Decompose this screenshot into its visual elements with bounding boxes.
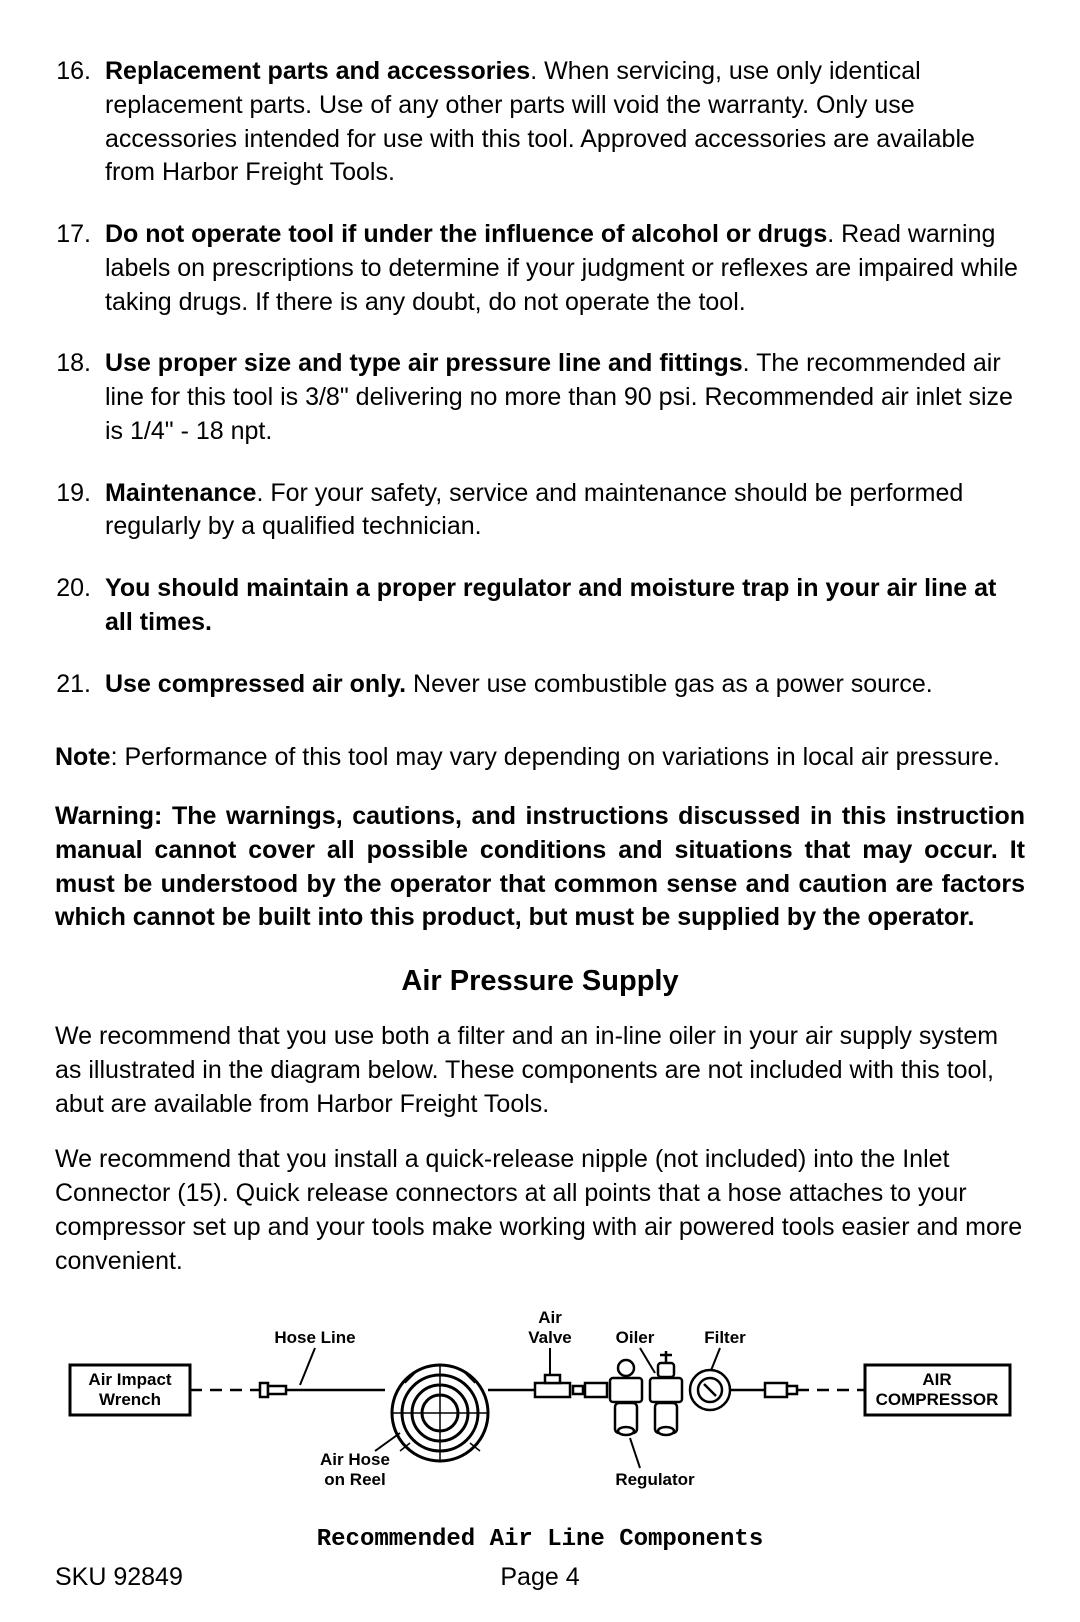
diagram-caption: Recommended Air Line Components [55, 1526, 1025, 1553]
list-content: Maintenance. For your safety, service an… [105, 477, 1025, 545]
list-item-21: 21. Use compressed air only. Never use c… [55, 668, 1025, 702]
list-number: 17. [55, 218, 105, 319]
list-number: 16. [55, 55, 105, 190]
list-item-16: 16. Replacement parts and accessories. W… [55, 55, 1025, 190]
list-number: 20. [55, 572, 105, 640]
label-wrench: Wrench [99, 1390, 161, 1409]
body-paragraph-1: We recommend that you use both a filter … [55, 1020, 1025, 1121]
list-number: 19. [55, 477, 105, 545]
list-item-17: 17. Do not operate tool if under the inf… [55, 218, 1025, 319]
body-paragraph-2: We recommend that you install a quick-re… [55, 1143, 1025, 1278]
label-on-reel: on Reel [324, 1470, 385, 1489]
label-air-compressor-1: AIR [922, 1370, 951, 1389]
label-air: Air [538, 1308, 562, 1327]
section-heading: Air Pressure Supply [55, 965, 1025, 998]
label-valve: Valve [528, 1328, 572, 1347]
label-air-impact: Air Impact [88, 1370, 171, 1389]
label-hose-line: Hose Line [274, 1328, 355, 1347]
list-content: Replacement parts and accessories. When … [105, 55, 1025, 190]
list-bold: Maintenance [105, 479, 256, 507]
list-item-18: 18. Use proper size and type air pressur… [55, 347, 1025, 448]
list-content: Use compressed air only. Never use combu… [105, 668, 1025, 702]
footer-spacer [702, 1563, 1025, 1592]
label-air-compressor-2: COMPRESSOR [876, 1390, 999, 1409]
label-regulator: Regulator [615, 1470, 695, 1489]
list-bold: Replacement parts and accessories [105, 57, 530, 85]
label-oiler: Oiler [616, 1328, 655, 1347]
list-content: Do not operate tool if under the influen… [105, 218, 1025, 319]
footer-sku: SKU 92849 [55, 1563, 378, 1592]
air-line-diagram: Air Impact Wrench Hose Line [55, 1303, 1025, 1553]
list-rest: Never use combustible gas as a power sou… [406, 670, 933, 698]
diagram-svg: Air Impact Wrench Hose Line [55, 1303, 1025, 1513]
note-paragraph: Note: Performance of this tool may vary … [55, 741, 1025, 775]
list-item-20: 20. You should maintain a proper regulat… [55, 572, 1025, 640]
warning-paragraph: Warning: The warnings, cautions, and ins… [55, 800, 1025, 935]
page-footer: SKU 92849 Page 4 [55, 1563, 1025, 1592]
note-rest: : Performance of this tool may vary depe… [111, 743, 1000, 771]
list-content: Use proper size and type air pressure li… [105, 347, 1025, 448]
label-air-hose: Air Hose [320, 1450, 390, 1469]
list-bold: Do not operate tool if under the influen… [105, 220, 827, 248]
list-bold: Use compressed air only. [105, 670, 406, 698]
list-number: 18. [55, 347, 105, 448]
footer-page: Page 4 [378, 1563, 701, 1592]
label-filter: Filter [704, 1328, 746, 1347]
note-bold: Note [55, 743, 111, 771]
list-item-19: 19. Maintenance. For your safety, servic… [55, 477, 1025, 545]
list-bold: You should maintain a proper regulator a… [105, 574, 996, 636]
list-bold: Use proper size and type air pressure li… [105, 349, 743, 377]
list-number: 21. [55, 668, 105, 702]
list-content: You should maintain a proper regulator a… [105, 572, 1025, 640]
